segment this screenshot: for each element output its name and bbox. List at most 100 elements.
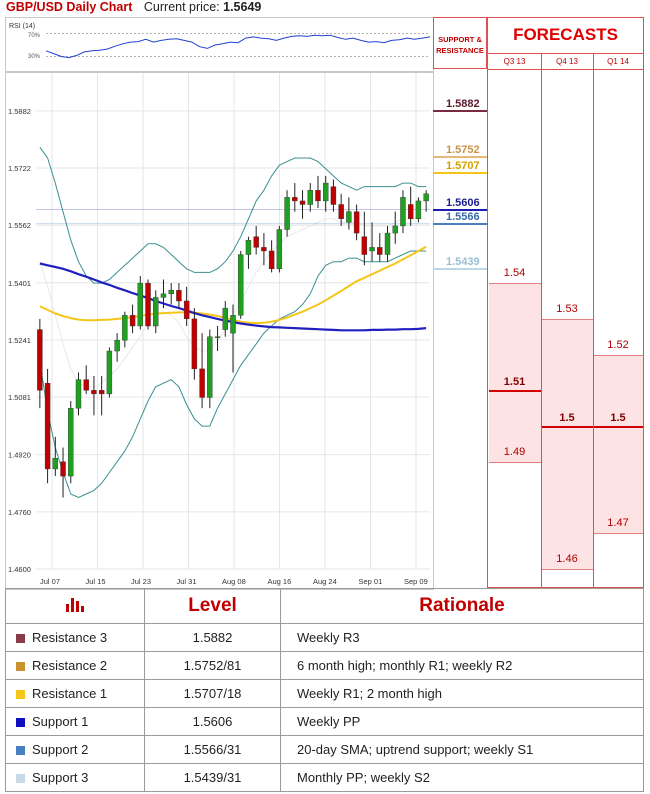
y-tick-label: 1.5081	[8, 393, 31, 402]
table-row: Support 3 1.5439/31 Monthly PP; weekly S2	[5, 763, 644, 792]
forecast-low-line	[594, 533, 643, 535]
rationale-cell: 6 month high; monthly R1; weekly R2	[280, 651, 644, 680]
level-marker-label: 1.5752	[446, 144, 480, 157]
level-marker-label: 1.5882	[446, 97, 480, 110]
candle-body	[153, 297, 159, 327]
y-tick-label: 1.5562	[8, 221, 31, 230]
y-tick-label: 1.4600	[8, 565, 31, 574]
level-marker-label: 1.5707	[446, 160, 480, 173]
levels-table: Level Rationale Resistance 3 1.5882 Weekly…	[5, 588, 644, 792]
x-tick-label: Aug 24	[313, 577, 337, 586]
candle-body	[60, 461, 66, 477]
level-marker-label: 1.5566	[446, 210, 480, 223]
rsi-chart: RSI (14) 70% 30%	[9, 23, 431, 60]
rationale-cell: Weekly R1; 2 month high	[280, 679, 644, 708]
level-name-cell: Support 3	[5, 763, 145, 792]
forecast-title: FORECASTS	[488, 18, 643, 54]
forecast-mid-line	[594, 426, 643, 429]
current-price: Current price: 1.5649	[143, 0, 262, 14]
candle-body	[369, 247, 375, 252]
candle-body	[284, 197, 290, 230]
forecast-panel: FORECASTS Q3 13 1.54 1.51 1.49 Q4 13 1.53 1.5 1…	[487, 17, 644, 588]
candle-body	[145, 282, 151, 327]
level-marker-label: 1.5606	[446, 196, 480, 209]
level-name: Resistance 3	[32, 630, 108, 645]
color-swatch	[16, 662, 25, 672]
level-value-cell: 1.5566/31	[144, 735, 281, 764]
level-header: Level	[144, 588, 281, 624]
level-marker-line	[433, 222, 487, 225]
forecast-range-band	[594, 354, 643, 534]
x-tick-label: Jul 31	[177, 577, 197, 586]
candle-body	[392, 225, 398, 234]
candle-body	[68, 407, 74, 477]
candle-body	[338, 204, 344, 219]
forecast-mid-line	[489, 390, 541, 393]
level-name-cell: Resistance 2	[5, 651, 145, 680]
candle-body	[75, 379, 82, 409]
forecast-range-band	[542, 318, 593, 569]
color-swatch	[16, 774, 25, 784]
candle-body	[238, 254, 244, 316]
forecast-column-header: Q4 13	[541, 54, 593, 70]
level-name: Resistance 1	[32, 686, 108, 701]
forecast-high-label: 1.53	[556, 302, 578, 315]
candle-body	[199, 368, 205, 398]
forecast-range-band	[489, 283, 541, 462]
bollinger-upper-line	[39, 147, 427, 284]
level-value-cell: 1.5752/81	[144, 651, 281, 680]
candle-body	[98, 390, 105, 395]
candle-body	[176, 290, 182, 302]
sr-header: SUPPORT & RESISTANCE	[433, 17, 487, 69]
level-name: Support 2	[32, 742, 89, 757]
bar-chart-icon-cell	[5, 588, 145, 624]
y-tick-label: 1.5722	[8, 164, 31, 173]
support-resistance-column: SUPPORT & RESISTANCE 1.5882 1.5752 1.5707 1.…	[433, 17, 487, 588]
forecast-high-line	[542, 318, 593, 320]
table-row: Resistance 3 1.5882 Weekly R3	[5, 623, 644, 652]
forecast-high-label: 1.52	[607, 338, 629, 351]
candle-body	[276, 229, 283, 270]
x-tick-label: Aug 16	[268, 577, 292, 586]
level-name-cell: Resistance 3	[5, 623, 145, 652]
candle-body	[307, 190, 313, 205]
candle-body	[323, 182, 329, 202]
x-tick-label: Sep 09	[404, 577, 428, 586]
bar-chart-icon	[66, 598, 84, 612]
candle-body	[37, 329, 43, 391]
candle-body	[129, 315, 136, 327]
level-name-cell: Support 2	[5, 735, 145, 764]
level-name: Support 1	[32, 714, 89, 729]
forecast-low-line	[489, 461, 541, 463]
color-swatch	[16, 746, 25, 756]
candle-body	[400, 197, 406, 227]
candle-body	[83, 379, 89, 391]
rationale-cell: Weekly PP	[280, 707, 644, 736]
candle-body	[114, 340, 120, 352]
forecast-high-line	[594, 354, 643, 356]
y-tick-label: 1.5882	[8, 107, 31, 116]
y-tick-label: 1.5401	[8, 279, 31, 288]
candle-body	[377, 247, 383, 255]
forecast-low-label: 1.46	[556, 553, 578, 565]
forecast-high-line	[489, 283, 541, 285]
price-chart-panel: 1.5882 1.5722 1.5562 1.5401 1.5241 1.5081 1.49…	[5, 72, 434, 590]
candle-body	[261, 247, 267, 252]
level-marker-line	[433, 156, 487, 159]
table-row: Support 2 1.5566/31 20-day SMA; uptrend su…	[5, 735, 644, 764]
level-name-cell: Resistance 1	[5, 679, 145, 708]
forecast-column-divider	[541, 54, 542, 587]
level-value-cell: 1.5439/31	[144, 763, 281, 792]
candle-body	[168, 290, 174, 295]
x-tick-label: Jul 23	[131, 577, 151, 586]
rationale-cell: 20-day SMA; uptrend support; weekly S1	[280, 735, 644, 764]
color-swatch	[16, 718, 25, 728]
table-header-row: Level Rationale	[5, 588, 644, 624]
candle-body	[423, 193, 429, 202]
x-tick-label: Aug 08	[222, 577, 246, 586]
candle-body	[122, 315, 128, 341]
level-value-cell: 1.5707/18	[144, 679, 281, 708]
candle-body	[183, 300, 190, 320]
level-value-cell: 1.5882	[144, 623, 281, 652]
forecast-low-label: 1.49	[503, 445, 526, 458]
